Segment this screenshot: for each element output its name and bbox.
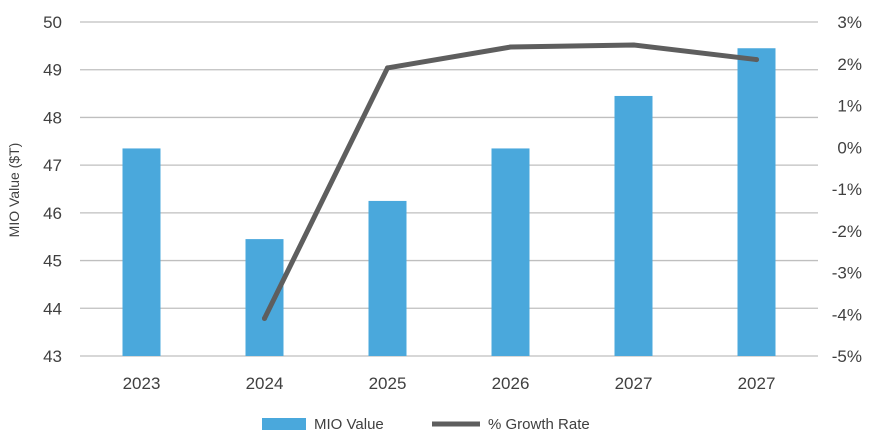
y-tick-label: 46 bbox=[43, 204, 62, 223]
legend-swatch-mio-value bbox=[262, 418, 306, 430]
growth-rate-point bbox=[262, 315, 267, 321]
right-axis-ticks: -5% -4% -3% -2% -1% 0% 1% 2% 3% bbox=[832, 13, 862, 366]
bar bbox=[737, 48, 776, 356]
y2-tick-label: -3% bbox=[832, 264, 862, 283]
y-axis-label: MIO Value ($T) bbox=[6, 143, 22, 238]
x-tick-label: 2024 bbox=[246, 374, 284, 393]
y2-tick-label: -1% bbox=[832, 180, 862, 199]
bar bbox=[368, 200, 407, 356]
legend: MIO Value % Growth Rate bbox=[262, 416, 590, 432]
growth-line bbox=[262, 42, 759, 321]
y-tick-label: 44 bbox=[43, 299, 62, 318]
y2-tick-label: 2% bbox=[837, 55, 862, 74]
y-tick-label: 49 bbox=[43, 61, 62, 80]
x-tick-label: 2027 bbox=[615, 374, 653, 393]
bar bbox=[491, 148, 530, 356]
x-tick-label: 2023 bbox=[123, 374, 161, 393]
growth-rate-point bbox=[754, 57, 759, 63]
x-tick-label: 2025 bbox=[369, 374, 407, 393]
y-tick-label: 47 bbox=[43, 156, 62, 175]
legend-label-mio-value: MIO Value bbox=[314, 416, 384, 432]
y2-tick-label: -4% bbox=[832, 305, 862, 324]
growth-rate-point bbox=[508, 44, 513, 50]
growth-rate-point bbox=[385, 65, 390, 71]
gridlines bbox=[80, 21, 818, 357]
growth-rate-point bbox=[631, 42, 636, 48]
x-tick-label: 2027 bbox=[738, 374, 776, 393]
y2-tick-label: 1% bbox=[837, 97, 862, 116]
bars bbox=[122, 48, 776, 356]
y2-tick-label: 3% bbox=[837, 13, 862, 32]
y2-tick-label: -5% bbox=[832, 347, 862, 366]
left-axis-ticks: 43 44 45 46 47 48 49 50 bbox=[43, 13, 62, 366]
legend-label-growth-rate: % Growth Rate bbox=[488, 416, 590, 432]
y-tick-label: 43 bbox=[43, 347, 62, 366]
y2-tick-label: -2% bbox=[832, 222, 862, 241]
bar bbox=[245, 239, 284, 356]
x-tick-label: 2026 bbox=[492, 374, 530, 393]
bar bbox=[122, 148, 161, 356]
y2-tick-label: 0% bbox=[837, 138, 862, 157]
x-axis-ticks: 2023 2024 2025 2026 2027 2027 bbox=[123, 374, 776, 393]
y-tick-label: 48 bbox=[43, 108, 62, 127]
y-tick-label: 45 bbox=[43, 252, 62, 271]
y-tick-label: 50 bbox=[43, 13, 62, 32]
bar bbox=[614, 95, 653, 356]
